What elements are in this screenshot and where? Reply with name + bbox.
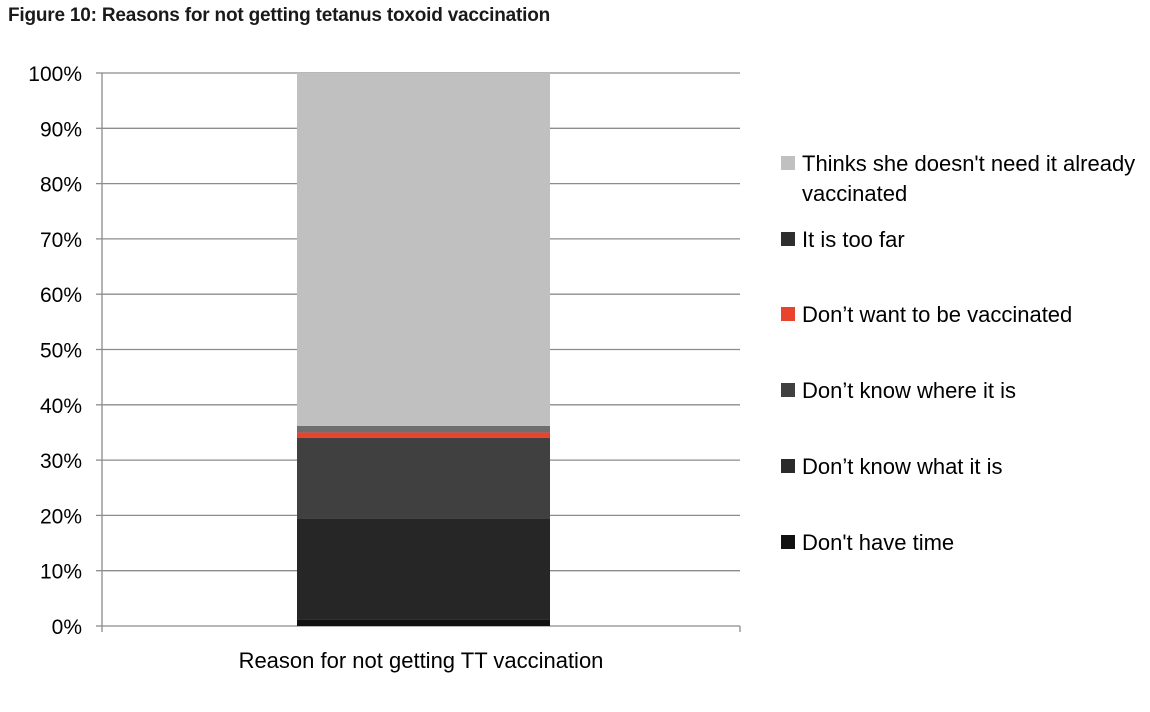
y-tick-label: 70%: [40, 229, 82, 252]
y-tick-label: 30%: [40, 450, 82, 473]
y-tick-label: 10%: [40, 561, 82, 584]
bar-segment: [297, 425, 550, 433]
bar-segment: [297, 432, 550, 438]
y-tick-label: 50%: [40, 340, 82, 363]
legend-label: It is too far: [802, 227, 905, 252]
legend-swatch: [781, 232, 795, 246]
y-tick-label: 0%: [52, 616, 82, 639]
bar-segment: [297, 619, 550, 626]
chart-title: Figure 10: Reasons for not getting tetan…: [8, 5, 551, 26]
x-category-label: Reason for not getting TT vaccination: [239, 648, 604, 673]
y-tick-label: 40%: [40, 395, 82, 418]
bar-segment: [297, 437, 550, 519]
bar-stack: [297, 73, 550, 626]
legend: Thinks she doesn't need it already vaccin…: [781, 151, 1135, 555]
legend-swatch: [781, 383, 795, 397]
legend-swatch: [781, 156, 795, 170]
legend-swatch: [781, 459, 795, 473]
legend-label: Don’t know what it is: [802, 454, 1003, 479]
legend-swatch: [781, 535, 795, 549]
bar-segment: [297, 518, 550, 620]
y-tick-label: 20%: [40, 505, 82, 528]
legend-label: vaccinated: [802, 181, 907, 206]
legend-label: Don’t know where it is: [802, 378, 1016, 403]
y-axis: 0% 10% 20% 30% 40% 50% 60% 70% 80% 90% 100%: [28, 63, 741, 639]
legend-label: Thinks she doesn't need it already: [802, 151, 1135, 176]
y-tick-label: 90%: [40, 118, 82, 141]
legend-label: Don't have time: [802, 530, 954, 555]
y-tick-label: 80%: [40, 174, 82, 197]
legend-label: Don’t want to be vaccinated: [802, 302, 1072, 327]
legend-swatch: [781, 307, 795, 321]
y-tick-label: 100%: [28, 63, 82, 86]
y-tick-label: 60%: [40, 284, 82, 307]
bar-segment: [297, 73, 550, 426]
x-axis: Reason for not getting TT vaccination: [239, 648, 604, 673]
